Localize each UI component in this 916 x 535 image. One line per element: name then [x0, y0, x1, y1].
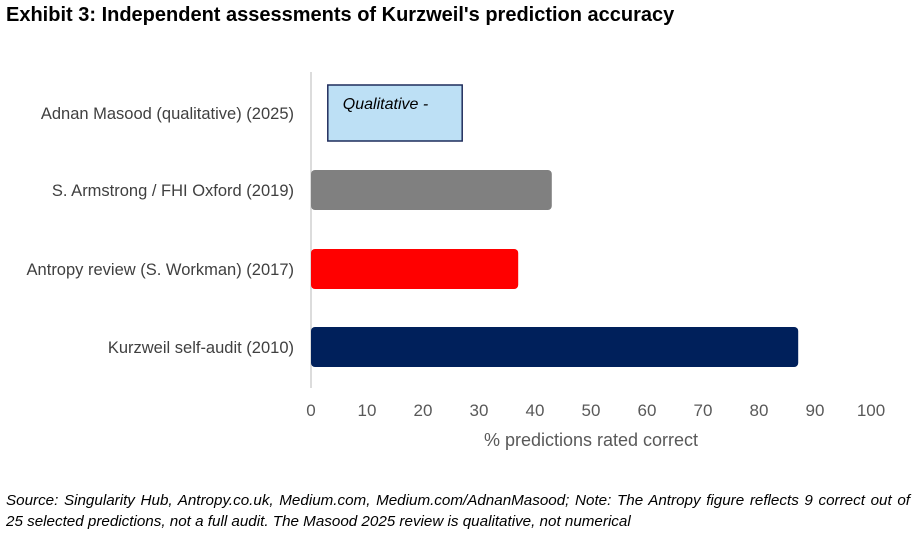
- chart-title: Exhibit 3: Independent assessments of Ku…: [6, 4, 675, 26]
- bar: [311, 249, 519, 289]
- x-tick-label: 10: [358, 401, 377, 420]
- x-tick-label: 30: [470, 401, 489, 420]
- x-axis-label: % predictions rated correct: [484, 430, 698, 450]
- x-tick-label: 20: [414, 401, 433, 420]
- x-tick-label: 40: [526, 401, 545, 420]
- x-tick-label: 70: [694, 401, 713, 420]
- bar-chart: Adnan Masood (qualitative) (2025) S. Arms…: [27, 72, 885, 450]
- category-label: Adnan Masood (qualitative) (2025): [41, 105, 294, 123]
- x-tick-label: 0: [306, 401, 315, 420]
- bar: [311, 327, 799, 367]
- category-label: Kurzweil self-audit (2010): [108, 339, 294, 357]
- x-tick-label: 80: [750, 401, 769, 420]
- category-label: Antropy review (S. Workman) (2017): [27, 261, 294, 279]
- source-footnote: Source: Singularity Hub, Antropy.co.uk, …: [6, 492, 910, 530]
- x-tick-label: 90: [806, 401, 825, 420]
- x-tick-label: 100: [857, 401, 885, 420]
- qualitative-annotation-text: Qualitative -: [343, 96, 428, 113]
- x-tick-label: 50: [582, 401, 601, 420]
- bar: [311, 170, 552, 210]
- category-label: S. Armstrong / FHI Oxford (2019): [52, 182, 294, 200]
- qualitative-annotation-box: [327, 84, 463, 142]
- x-tick-label: 60: [638, 401, 657, 420]
